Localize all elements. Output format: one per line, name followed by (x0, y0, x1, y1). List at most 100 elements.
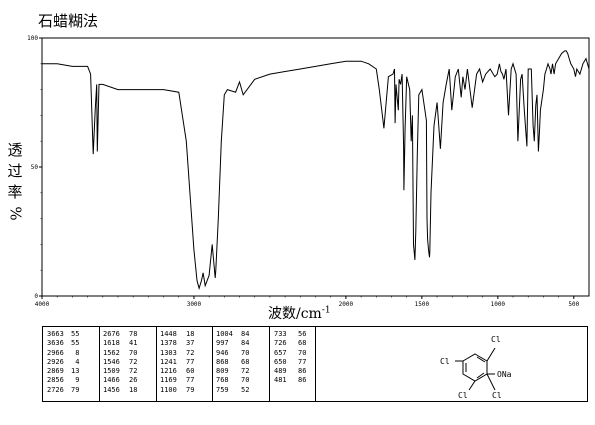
peak-wavenumber: 489 (274, 367, 287, 376)
peak-transmittance: 18 (129, 385, 138, 394)
peak-wavenumber: 2966 (47, 348, 64, 357)
table-divider (269, 327, 270, 401)
peak-transmittance: 26 (129, 376, 138, 385)
peak-transmittance: 79 (71, 385, 80, 394)
peak-wavenumber: 1100 (160, 385, 177, 394)
peak-wavenumber: 1169 (160, 376, 177, 385)
peak-wavenumber: 997 (216, 339, 229, 348)
table-divider (156, 327, 157, 401)
peak-transmittance: 86 (298, 376, 307, 385)
peak-transmittance: 68 (241, 357, 250, 366)
peak-wavenumber: 868 (216, 357, 229, 366)
x-tick-label: 1500 (415, 301, 430, 308)
peak-transmittance: 9 (75, 376, 80, 385)
peak-transmittance: 41 (129, 339, 138, 348)
peak-transmittance: 78 (129, 330, 138, 338)
peak-transmittance: 70 (241, 376, 250, 385)
peak-wavenumber: 2726 (47, 385, 64, 394)
y-tick-label: 100 (27, 35, 38, 42)
y-tick-label: 0 (34, 293, 38, 300)
peak-wavenumber: 1241 (160, 357, 177, 366)
peak-transmittance: 72 (129, 367, 138, 376)
peak-wavenumber: 3636 (47, 339, 64, 348)
x-tick-label: 3000 (187, 301, 202, 308)
peak-wavenumber: 733 (274, 330, 287, 338)
peak-wavenumber: 1466 (103, 376, 120, 385)
peak-transmittance: 13 (71, 367, 80, 376)
peak-transmittance: 52 (241, 385, 250, 394)
peak-transmittance: 79 (186, 385, 195, 394)
peak-wavenumber: 2856 (47, 376, 64, 385)
peak-transmittance: 72 (186, 348, 195, 357)
peak-col-4-t: 84 84 70 68 72 70 52 (241, 330, 249, 395)
peak-wavenumber: 1378 (160, 339, 177, 348)
x-axis-label: 波数/cm-1 (268, 303, 331, 323)
peak-col-5-t: 56 68 70 77 86 86 (298, 330, 306, 386)
peak-transmittance: 77 (186, 376, 195, 385)
ring-double-bond (476, 372, 485, 379)
peak-table: 3663 3636 2966 2926 2869 2856 2726 55 55 8 4 13 9 79… (42, 326, 588, 402)
peak-transmittance: 18 (186, 330, 195, 338)
atom-label-bottom-left: Cl (458, 391, 468, 400)
peak-wavenumber: 481 (274, 376, 287, 385)
atom-label-right: ONa (497, 370, 512, 379)
peak-transmittance: 84 (241, 330, 250, 338)
peak-wavenumber: 759 (216, 385, 229, 394)
atom-label-top: Cl (491, 335, 501, 344)
chart-title: 石蜡糊法 (38, 12, 99, 30)
x-tick-label: 4000 (35, 301, 50, 308)
peak-transmittance: 60 (186, 367, 195, 376)
peak-wavenumber: 1618 (103, 339, 120, 348)
peak-wavenumber: 1456 (103, 385, 120, 394)
plot-frame (41, 37, 590, 297)
peak-wavenumber: 1303 (160, 348, 177, 357)
peak-wavenumber: 1448 (160, 330, 177, 338)
x-axis-label-exponent: -1 (321, 305, 331, 316)
peak-transmittance: 55 (71, 330, 80, 338)
peak-col-2-wn: 2676 1618 1562 1546 1509 1466 1456 (103, 330, 120, 395)
peak-transmittance: 72 (129, 357, 138, 366)
peak-col-1-t: 55 55 8 4 13 9 79 (71, 330, 79, 395)
peak-wavenumber: 1562 (103, 348, 120, 357)
bond-bottom-right (486, 373, 496, 391)
peak-transmittance: 37 (186, 339, 195, 348)
table-divider (212, 327, 213, 401)
peak-transmittance: 77 (186, 357, 195, 366)
peak-transmittance: 70 (241, 348, 250, 357)
peak-col-3-wn: 1448 1378 1303 1241 1216 1169 1100 (160, 330, 177, 395)
benzene-ring (462, 353, 488, 382)
peak-transmittance: 77 (298, 357, 307, 366)
peak-wavenumber: 946 (216, 348, 229, 357)
bond-bottom-left (468, 380, 476, 391)
peak-transmittance: 4 (75, 357, 80, 366)
peak-transmittance: 55 (71, 339, 80, 348)
bond-top (486, 347, 496, 362)
peak-wavenumber: 2869 (47, 367, 64, 376)
peak-wavenumber: 3663 (47, 330, 64, 338)
peak-wavenumber: 1004 (216, 330, 233, 338)
peak-transmittance: 56 (298, 330, 307, 338)
y-axis-label-char: 透 (7, 141, 23, 159)
peak-wavenumber: 650 (274, 357, 287, 366)
peak-wavenumber: 1546 (103, 357, 120, 366)
ring-double-bond (476, 356, 486, 363)
peak-wavenumber: 2676 (103, 330, 120, 338)
y-tick-label: 50 (31, 164, 39, 171)
peak-transmittance: 86 (298, 367, 307, 376)
x-tick-label: 2000 (339, 301, 354, 308)
table-divider (315, 327, 316, 401)
peak-col-3-t: 18 37 72 77 60 77 79 (186, 330, 194, 395)
peak-wavenumber: 1216 (160, 367, 177, 376)
y-axis-label-char: 率 (7, 183, 23, 201)
spectrum-line (42, 50, 590, 291)
y-axis-label-char: 过 (7, 162, 23, 180)
peak-transmittance: 70 (298, 348, 307, 357)
peak-wavenumber: 726 (274, 339, 287, 348)
peak-col-5-wn: 733 726 657 650 489 481 (274, 330, 287, 386)
x-tick-label: 500 (568, 301, 579, 308)
peak-col-2-t: 78 41 70 72 72 26 18 (129, 330, 137, 395)
peak-wavenumber: 768 (216, 376, 229, 385)
peak-col-1-wn: 3663 3636 2966 2926 2869 2856 2726 (47, 330, 64, 395)
peak-transmittance: 68 (298, 339, 307, 348)
